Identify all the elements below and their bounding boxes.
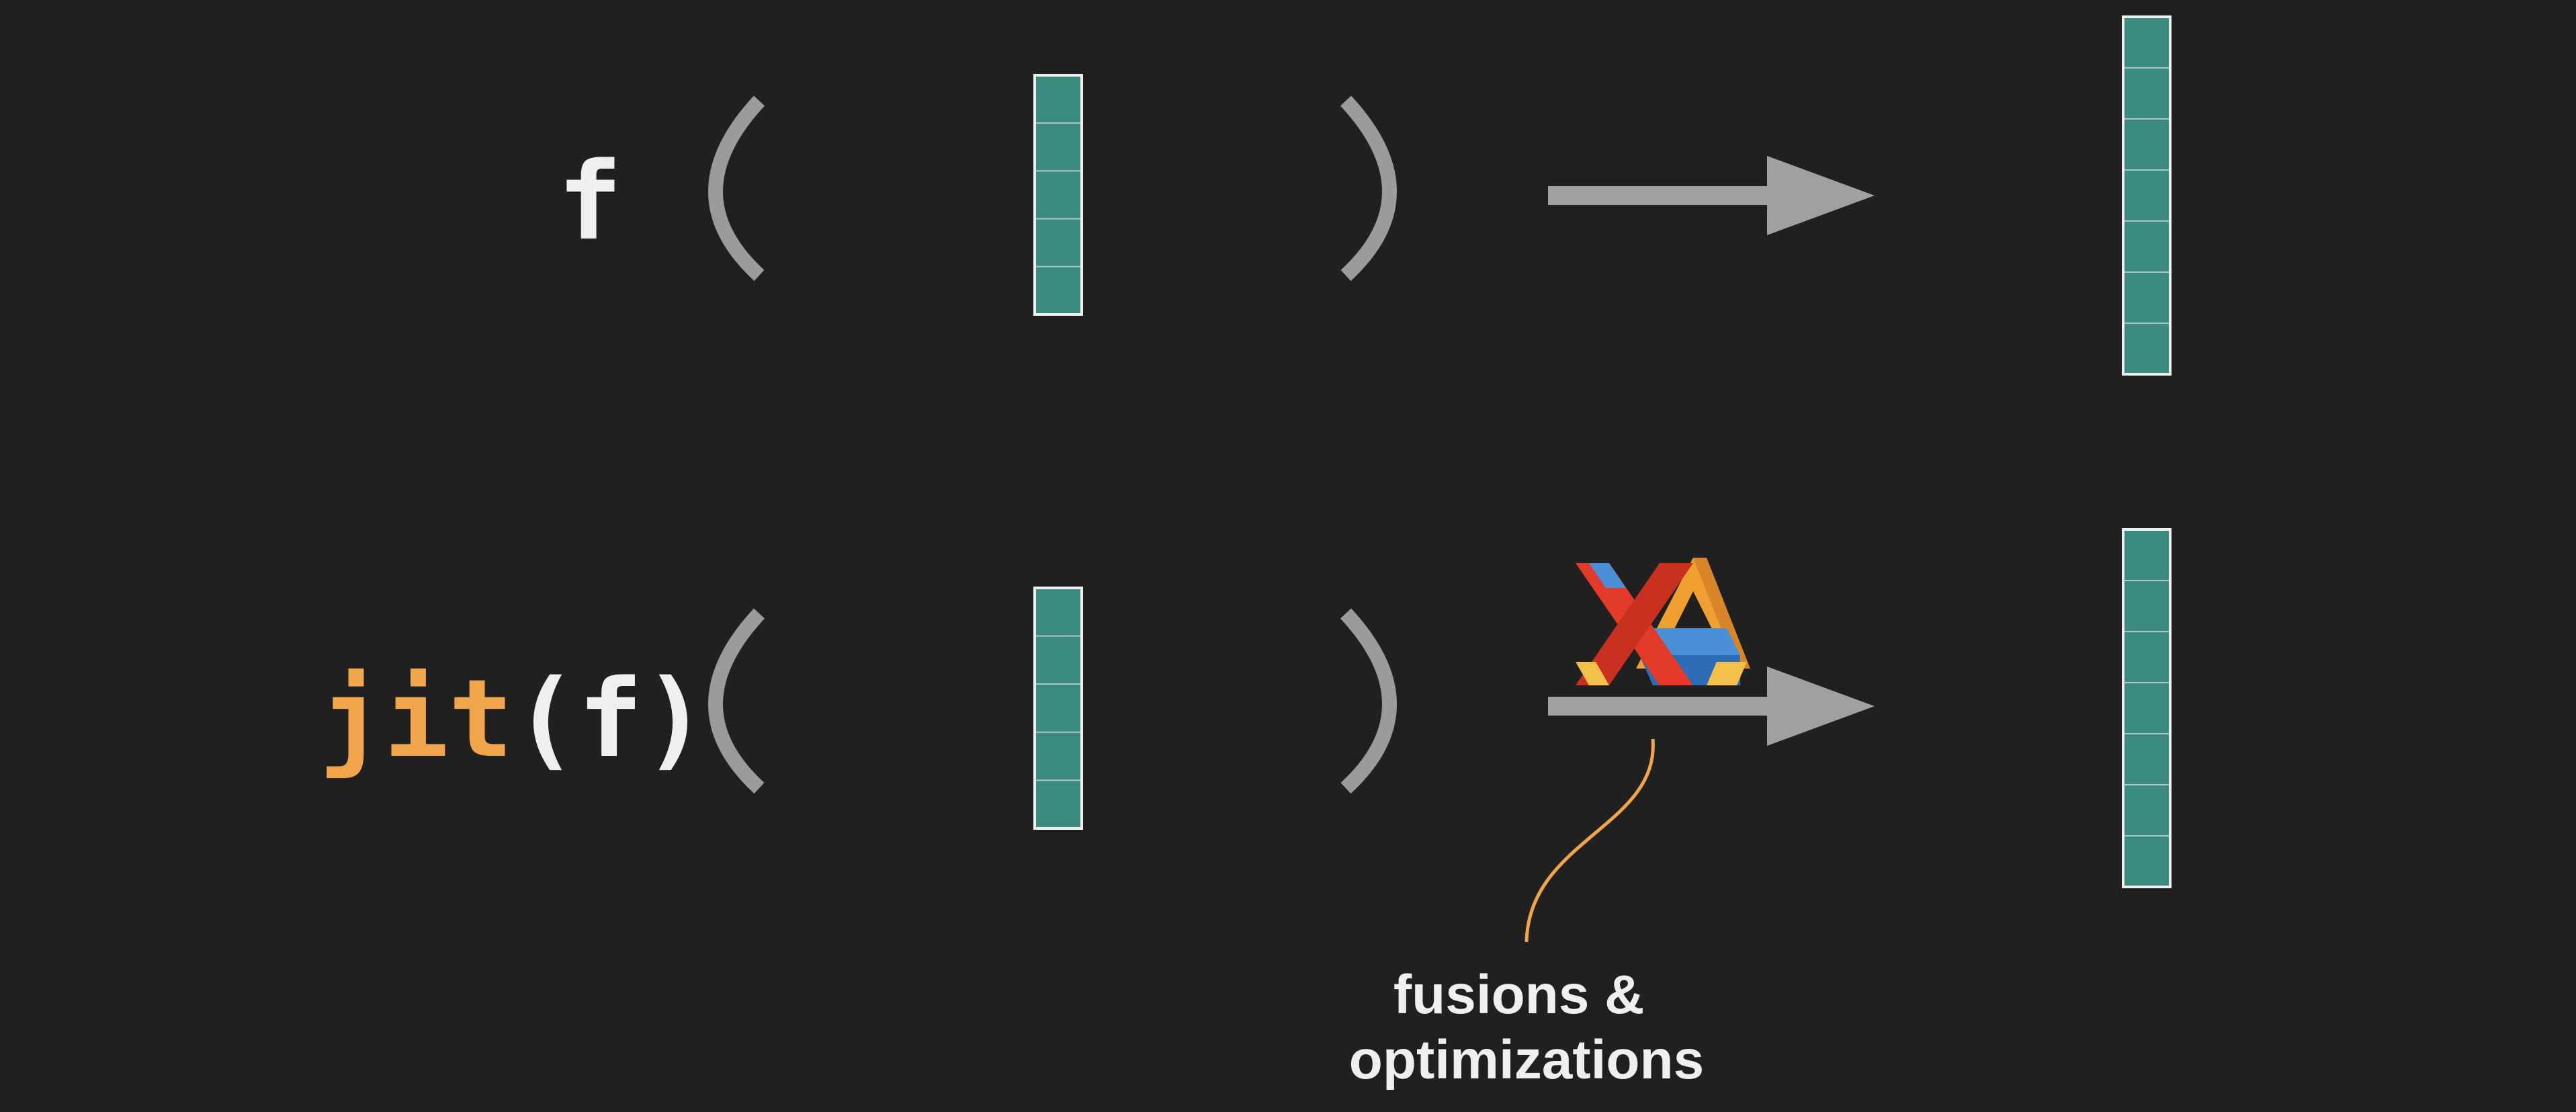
jit-function-label: f — [578, 656, 642, 781]
annotation-text: fusions & optimizations — [1349, 964, 1704, 1090]
row1-input-array — [1033, 74, 1083, 316]
row2-output-cell — [2122, 631, 2171, 683]
row2-arrow — [1548, 667, 1875, 746]
row1-input-cell — [1034, 122, 1082, 172]
annotation-line-1: fusions & — [1393, 964, 1645, 1025]
row2-input-border — [1033, 587, 1083, 830]
row1-open-paren — [708, 95, 765, 282]
row2-jit-expression: jit(f) — [319, 656, 707, 781]
row2-output-cell — [2122, 580, 2171, 632]
row1-close-paren — [1340, 95, 1397, 282]
row2-open-paren — [708, 608, 765, 794]
row2-input-cell — [1034, 731, 1082, 781]
row1-input-cell — [1034, 75, 1082, 124]
xla-logo-icon — [1576, 558, 1750, 685]
jit-keyword: jit — [319, 656, 513, 781]
row1-output-cell — [2122, 323, 2171, 375]
annotation-line-2: optimizations — [1349, 1029, 1704, 1090]
row1-output-cell — [2122, 16, 2171, 69]
row2-output-cell — [2122, 529, 2171, 581]
row1-input-border — [1033, 74, 1083, 316]
row2-input-array — [1033, 587, 1083, 830]
row2-input-cell — [1034, 779, 1082, 830]
row2-input-cell — [1034, 683, 1082, 733]
row2-output-cell — [2122, 835, 2171, 888]
row2-output-border — [2122, 528, 2172, 888]
row2-close-paren — [1340, 608, 1397, 794]
row2-output-cell — [2122, 784, 2171, 837]
row2-output-cell — [2122, 682, 2171, 734]
row1-output-cell — [2122, 220, 2171, 273]
row1-output-cell — [2122, 271, 2171, 324]
jit-close-paren: ) — [643, 656, 707, 781]
row1-output-array — [2122, 15, 2172, 376]
row2-input-cell — [1034, 587, 1082, 637]
row1-output-cell — [2122, 118, 2171, 171]
row1-output-cell — [2122, 67, 2171, 120]
row2-output-array — [2122, 528, 2172, 888]
row1-arrow — [1548, 156, 1875, 235]
row1-input-cell — [1034, 218, 1082, 267]
annotation-pointer-line — [1525, 738, 1655, 943]
row2-output-cell — [2122, 733, 2171, 785]
row1-function-label: f — [558, 138, 622, 264]
row1-input-cell — [1034, 170, 1082, 220]
row1-output-border — [2122, 15, 2172, 376]
row1-output-cell — [2122, 169, 2171, 222]
row2-input-cell — [1034, 635, 1082, 685]
row1-input-cell — [1034, 265, 1082, 315]
jit-open-paren: ( — [513, 656, 578, 781]
